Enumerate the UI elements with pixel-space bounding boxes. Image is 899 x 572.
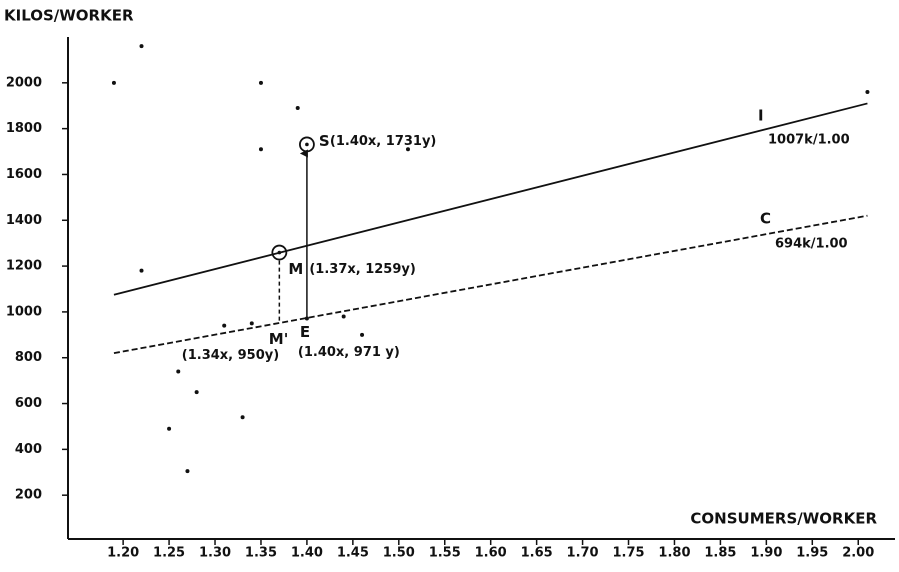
trend-line <box>113 102 868 296</box>
y-tick-label: 1200 <box>6 259 42 274</box>
data-point <box>258 147 263 152</box>
annotation-label: (1.34x, 950y) <box>182 348 279 363</box>
y-tick-label: 2000 <box>6 75 42 90</box>
x-tick-label: 1.30 <box>199 546 231 561</box>
annotated-point <box>249 321 254 326</box>
x-tick-label: 1.60 <box>475 546 507 561</box>
annotated-point-center <box>305 142 309 147</box>
annotated-point <box>304 316 309 321</box>
data-point <box>139 268 144 273</box>
annotated-point-center <box>277 250 282 255</box>
x-tick-label: 1.50 <box>383 546 415 561</box>
line-name: I <box>758 107 764 125</box>
data-point <box>194 390 199 395</box>
annotation-name: S <box>319 132 330 150</box>
trend-line <box>113 214 868 355</box>
data-point <box>176 369 181 374</box>
annotation-label: (1.40x, 1731y) <box>330 134 436 149</box>
y-tick-label: 1400 <box>6 213 42 228</box>
data-point <box>222 323 227 328</box>
y-tick-label: 800 <box>15 350 42 365</box>
y-tick-label: 200 <box>15 488 42 503</box>
annotation-name: E <box>300 323 310 341</box>
x-tick-label: 2.00 <box>842 546 874 561</box>
data-point <box>295 106 300 111</box>
y-tick-label: 1800 <box>6 121 42 136</box>
x-tick-label: 1.65 <box>521 546 553 561</box>
x-tick-label: 1.55 <box>429 546 461 561</box>
y-tick-label: 1000 <box>6 304 42 319</box>
data-point <box>341 314 346 319</box>
line-name: C <box>760 210 771 228</box>
data-point <box>185 469 190 474</box>
x-tick-label: 1.80 <box>658 546 690 561</box>
y-tick-label: 600 <box>15 396 42 411</box>
data-point <box>167 426 172 431</box>
annotation-label: (1.37x, 1259y) <box>309 262 415 277</box>
y-tick-label: 400 <box>15 442 42 457</box>
x-tick-label: 1.25 <box>153 546 185 561</box>
data-point <box>405 147 410 152</box>
x-tick-label: 1.20 <box>107 546 139 561</box>
data-point <box>139 44 144 49</box>
x-tick-label: 1.95 <box>796 546 828 561</box>
x-tick-label: 1.45 <box>337 546 369 561</box>
annotation-label: (1.40x, 971 y) <box>298 345 400 360</box>
line-label: 1007k/1.00 <box>768 133 850 148</box>
x-axis-label: CONSUMERS/WORKER <box>690 510 877 528</box>
annotation-name: M' <box>269 330 289 348</box>
data-point <box>111 80 116 85</box>
y-tick-label: 1600 <box>6 167 42 182</box>
data-point <box>865 89 870 94</box>
annotated-point <box>299 136 315 153</box>
data-point <box>258 80 263 85</box>
x-tick-label: 1.90 <box>750 546 782 561</box>
annotated-point <box>271 244 288 261</box>
x-tick-label: 1.75 <box>612 546 644 561</box>
y-axis-label: KILOS/WORKER <box>4 7 134 25</box>
x-tick-label: 1.85 <box>704 546 736 561</box>
x-tick-label: 1.70 <box>567 546 599 561</box>
line-label: 694k/1.00 <box>775 237 848 252</box>
annotation-name: M <box>288 260 303 278</box>
data-point <box>240 415 245 420</box>
x-tick-label: 1.35 <box>245 546 277 561</box>
x-tick-label: 1.40 <box>291 546 323 561</box>
data-point <box>360 332 365 337</box>
